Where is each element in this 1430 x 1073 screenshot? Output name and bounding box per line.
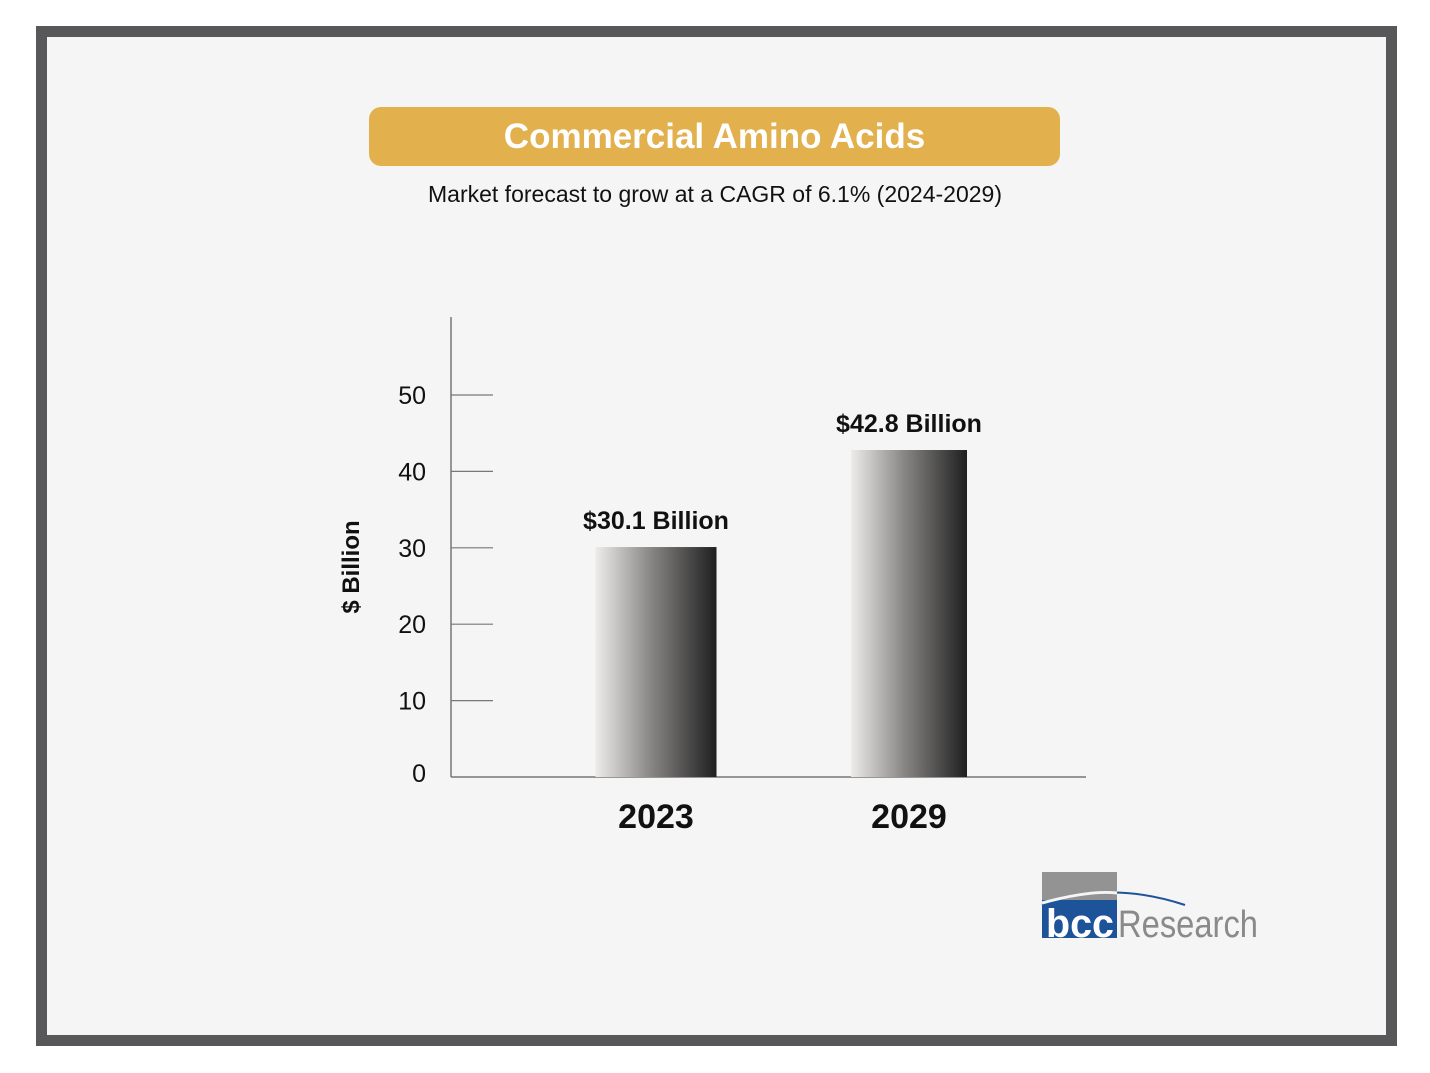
bcc-research-logo: bcc Research: [1041, 872, 1258, 946]
y-tick-label: 50: [398, 382, 426, 410]
chart-title: Commercial Amino Acids: [369, 107, 1060, 166]
chart-frame: [36, 26, 1397, 1046]
bar-2023: [595, 547, 717, 777]
data-label: $42.8 Billion: [836, 410, 982, 438]
x-category-label: 2029: [871, 798, 947, 836]
chart-subtitle: Market forecast to grow at a CAGR of 6.1…: [428, 181, 1002, 207]
y-tick-label: 30: [398, 535, 426, 563]
y-tick-label: 40: [398, 458, 426, 486]
bar-2029: [851, 450, 967, 777]
svg-text:bcc: bcc: [1046, 902, 1114, 946]
y-tick-label: 20: [398, 611, 426, 639]
x-category-label: 2023: [618, 798, 694, 836]
svg-text:Research: Research: [1118, 904, 1258, 946]
y-axis-label: $ Billion: [338, 520, 365, 613]
data-label: $30.1 Billion: [583, 507, 729, 535]
y-tick-label: 10: [398, 688, 426, 716]
y-tick-label: 0: [412, 760, 426, 788]
